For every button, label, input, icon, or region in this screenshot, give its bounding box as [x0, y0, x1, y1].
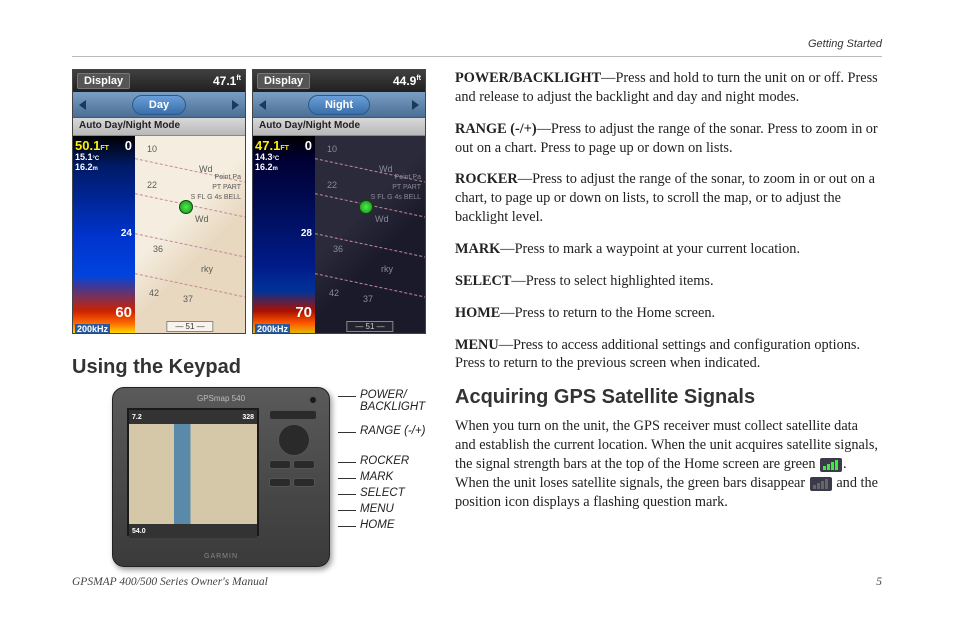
select-button	[293, 460, 315, 469]
signal-icon	[820, 458, 842, 472]
divider	[72, 56, 882, 57]
definition-paragraph: POWER/BACKLIGHT—Press and hold to turn t…	[455, 69, 882, 107]
range-button	[269, 410, 317, 420]
gps-paragraph: When you turn on the unit, the GPS recei…	[455, 417, 882, 511]
callout-label: SELECT	[338, 487, 426, 499]
breadcrumb: Getting Started	[72, 38, 882, 50]
device-illustration: GPSmap 540 7.2 328 54.0 GARMIN	[112, 387, 330, 567]
definition-paragraph: MENU—Press to access additional settings…	[455, 336, 882, 374]
device-top-left: 7.2	[132, 414, 142, 421]
callout-label: RANGE (-/+)	[338, 425, 426, 437]
callout-label: MENU	[338, 503, 426, 515]
rocker-button	[278, 424, 310, 456]
definition-paragraph: RANGE (-/+)—Press to adjust the range of…	[455, 120, 882, 158]
device-btm-left: 54.0	[132, 528, 146, 535]
device-logo: GARMIN	[204, 553, 238, 560]
device-top-right: 328	[242, 414, 254, 421]
callout-list: POWER/ BACKLIGHT RANGE (-/+) ROCKER MARK SEL…	[338, 387, 426, 567]
heading-gps: Acquiring GPS Satellite Signals	[455, 386, 882, 409]
signal-off-icon	[810, 477, 832, 491]
callout-label: MARK	[338, 471, 426, 483]
heading-keypad: Using the Keypad	[72, 356, 427, 379]
footer-left: GPSMAP 400/500 Series Owner's Manual	[72, 576, 268, 588]
definition-paragraph: MARK—Press to mark a waypoint at your cu…	[455, 240, 882, 259]
device-screenshot: Display44.9ft Night Auto Day/Night Mode …	[252, 69, 426, 334]
page-number: 5	[876, 576, 882, 588]
power-button-dot	[309, 396, 317, 404]
device-brand: GPSmap 540	[113, 388, 329, 403]
callout-label: ROCKER	[338, 455, 426, 467]
home-button	[269, 478, 291, 487]
definition-paragraph: ROCKER—Press to adjust the range of the …	[455, 170, 882, 227]
definition-paragraph: HOME—Press to return to the Home screen.	[455, 304, 882, 323]
definition-paragraph: SELECT—Press to select highlighted items…	[455, 272, 882, 291]
menu-button	[293, 478, 315, 487]
callout-label: POWER/ BACKLIGHT	[338, 389, 426, 413]
screenshot-row: Display47.1ft Day Auto Day/Night Mode 50…	[72, 69, 427, 334]
device-screenshot: Display47.1ft Day Auto Day/Night Mode 50…	[72, 69, 246, 334]
callout-label: HOME	[338, 519, 426, 531]
mark-button	[269, 460, 291, 469]
